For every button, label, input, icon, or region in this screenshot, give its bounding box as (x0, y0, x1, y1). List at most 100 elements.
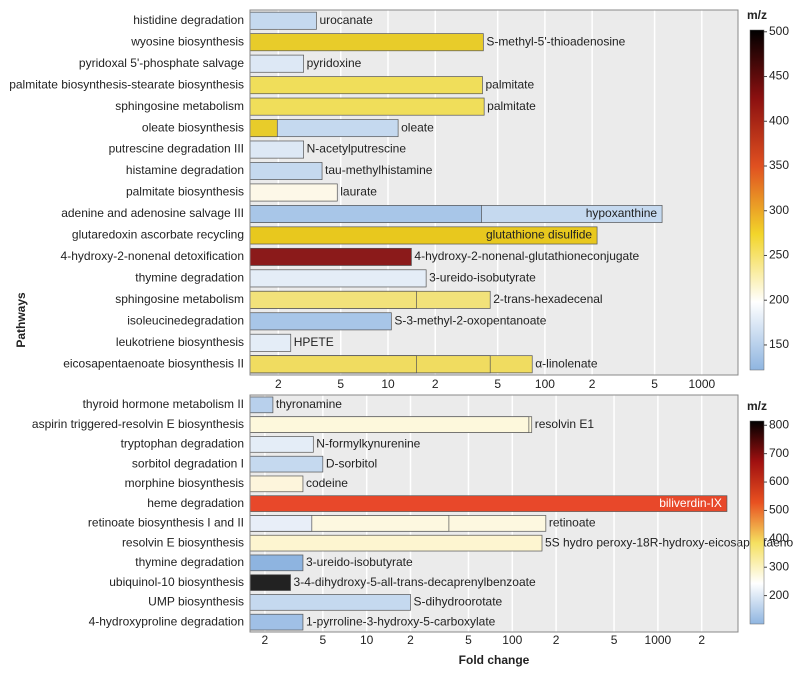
colorbar-tick-label: 350 (769, 158, 789, 172)
x-tick-label: 10 (381, 377, 395, 391)
bar-segment (249, 396, 274, 414)
colorbar-tick-label: 150 (769, 337, 789, 351)
bar-label: 2-trans-hexadecenal (493, 292, 602, 306)
bar-label: 3-4-dihydroxy-5-all-trans-decaprenylbenz… (294, 575, 536, 589)
bar-segment (249, 613, 304, 631)
category-label: thyroid hormone metabolism II (83, 397, 244, 411)
category-label: isoleucinedegradation (127, 313, 244, 327)
bar-segment (249, 312, 392, 331)
category-label: glutaredoxin ascorbate recycling (72, 228, 244, 242)
category-label: thymine degradation (135, 271, 244, 285)
x-tick-label: 2 (553, 633, 560, 647)
colorbar (749, 420, 765, 625)
bar-label: hypoxanthine (586, 206, 658, 220)
colorbar-tick-label: 300 (769, 559, 789, 573)
bar-segment (249, 290, 417, 309)
bar-segment (249, 205, 482, 223)
bar-segment (249, 54, 304, 73)
bar-label: palmitate (485, 77, 534, 91)
bar-segment (249, 269, 427, 288)
colorbar-tick-label: 400 (769, 113, 789, 127)
colorbar-tick-label: 450 (769, 69, 789, 83)
colorbar-tick-label: 600 (769, 474, 789, 488)
colorbar-tick-label: 700 (769, 446, 789, 460)
bar-segment (249, 140, 304, 159)
bar-segment (249, 574, 291, 591)
category-label: pyridoxal 5'-phosphate salvage (79, 56, 244, 70)
x-tick-label: 2 (432, 377, 439, 391)
bar-label: 3-ureido-isobutyrate (306, 555, 413, 569)
bar-segment (249, 97, 485, 116)
x-tick-label: 5 (611, 633, 618, 647)
colorbar-tick-label: 300 (769, 203, 789, 217)
colorbar-tick-label: 200 (769, 588, 789, 602)
bar-label: N-formylkynurenine (316, 437, 420, 451)
x-tick-label: 100 (535, 377, 555, 391)
colorbar-tick-label: 500 (769, 503, 789, 517)
bar-segment (249, 534, 543, 552)
x-tick-label: 5 (494, 377, 501, 391)
category-label: sorbitol degradation I (132, 456, 244, 470)
category-label: sphingosine metabolism (115, 99, 244, 113)
plot-frame (249, 9, 739, 376)
category-label: eicosapentaenoate biosynthesis II (63, 356, 244, 370)
plot-background (250, 395, 738, 632)
category-label: wyosine biosynthesis (130, 34, 244, 48)
category-label: palmitate biosynthesis (126, 185, 244, 199)
bar-label: laurate (340, 185, 377, 199)
bar-label: glutathione disulfide (486, 228, 592, 242)
category-label: morphine biosynthesis (125, 476, 244, 490)
bar-label: urocanate (319, 13, 373, 27)
x-tick-label: 1000 (688, 377, 715, 391)
x-axis-label: Fold change (459, 653, 530, 667)
bar-label: codeine (306, 476, 348, 490)
category-label: sphingosine metabolism (115, 292, 244, 306)
bar-label: palmitate (487, 99, 536, 113)
bar-label: 1-pyrroline-3-hydroxy-5-carboxylate (306, 614, 496, 628)
x-tick-label: 2 (275, 377, 282, 391)
bar-segment (249, 162, 323, 180)
bar-label: S-dihydroorotate (414, 595, 503, 609)
bar-segment (249, 247, 412, 266)
bar-segment (249, 554, 304, 572)
colorbar-title: m/z (747, 8, 767, 22)
colorbar-tick-label: 500 (769, 24, 789, 38)
x-tick-label: 100 (502, 633, 522, 647)
colorbar-tick-label: 400 (769, 531, 789, 545)
bar-segment (249, 515, 313, 532)
colorbar-tick-label: 200 (769, 292, 789, 306)
x-tick-label: 5 (337, 377, 344, 391)
bar-segment (249, 33, 484, 52)
bar-label: pyridoxine (307, 56, 362, 70)
x-tick-label: 2 (407, 633, 414, 647)
category-label: histamine degradation (126, 163, 244, 177)
x-tick-label: 10 (360, 633, 374, 647)
bar-segment (249, 355, 417, 374)
plot-frame (249, 394, 739, 633)
colorbar-tick-label: 800 (769, 417, 789, 431)
bar-label: N-acetylputrescine (307, 142, 407, 156)
x-tick-label: 2 (698, 633, 705, 647)
bar-segment (249, 11, 317, 30)
bar-label: 5S hydro peroxy-18R-hydroxy-eicosapentae… (545, 535, 793, 549)
x-tick-label: 1000 (645, 633, 672, 647)
category-label: putrescine degradation III (109, 142, 244, 156)
category-label: thymine degradation (135, 555, 244, 569)
category-label: heme degradation (147, 496, 244, 510)
bar-segment (249, 76, 483, 95)
bar-label: thyronamine (276, 397, 342, 411)
category-label: histidine degradation (133, 13, 244, 27)
colorbar (749, 29, 765, 371)
x-tick-label: 2 (262, 633, 269, 647)
bar-label: 4-hydroxy-2-nonenal-glutathioneconjugate (414, 249, 639, 263)
bar-label: oleate (401, 120, 434, 134)
category-label: ubiquinol-10 biosynthesis (109, 575, 244, 589)
colorbar-tick-label: 250 (769, 248, 789, 262)
bar-segment (249, 475, 304, 493)
bar-label: S-methyl-5'-thioadenosine (486, 34, 625, 48)
bar-segment (249, 436, 314, 453)
category-label: 4-hydroxy-2-nonenal detoxification (61, 249, 244, 263)
bar-label: HPETE (294, 335, 334, 349)
x-tick-label: 5 (651, 377, 658, 391)
